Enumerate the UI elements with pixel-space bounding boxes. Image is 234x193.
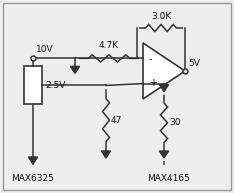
Text: -: - <box>149 54 153 64</box>
FancyBboxPatch shape <box>3 3 231 190</box>
Polygon shape <box>159 85 168 92</box>
Polygon shape <box>70 66 80 73</box>
Polygon shape <box>159 151 168 158</box>
Text: 4.7K: 4.7K <box>99 41 119 50</box>
Polygon shape <box>143 43 185 99</box>
Text: 47: 47 <box>111 116 122 125</box>
Bar <box>24 66 42 104</box>
Text: 3.0K: 3.0K <box>151 12 171 21</box>
Text: 10V: 10V <box>36 45 54 54</box>
Polygon shape <box>102 151 110 158</box>
Text: MAX4165: MAX4165 <box>148 174 190 183</box>
Text: 5V: 5V <box>188 59 200 68</box>
Polygon shape <box>29 157 37 164</box>
Text: 30: 30 <box>169 118 180 127</box>
Text: +: + <box>149 78 157 88</box>
Text: MAX6325: MAX6325 <box>11 174 55 183</box>
Text: 2.5V: 2.5V <box>45 81 65 90</box>
